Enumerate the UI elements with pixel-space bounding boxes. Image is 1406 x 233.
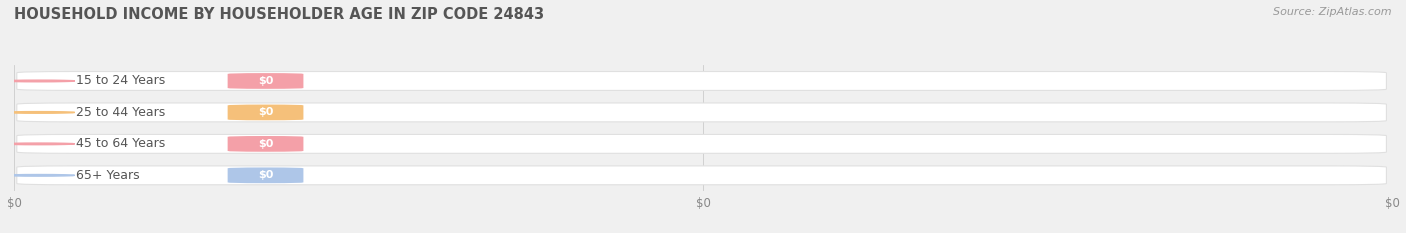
Text: 65+ Years: 65+ Years bbox=[76, 169, 139, 182]
FancyBboxPatch shape bbox=[228, 73, 304, 89]
Text: $0: $0 bbox=[257, 170, 273, 180]
Circle shape bbox=[3, 143, 75, 145]
Circle shape bbox=[3, 175, 75, 176]
Text: HOUSEHOLD INCOME BY HOUSEHOLDER AGE IN ZIP CODE 24843: HOUSEHOLD INCOME BY HOUSEHOLDER AGE IN Z… bbox=[14, 7, 544, 22]
FancyBboxPatch shape bbox=[17, 103, 1386, 122]
Text: $0: $0 bbox=[257, 139, 273, 149]
FancyBboxPatch shape bbox=[17, 72, 1386, 90]
Text: $0: $0 bbox=[257, 107, 273, 117]
Circle shape bbox=[3, 80, 75, 82]
FancyBboxPatch shape bbox=[17, 134, 1386, 153]
FancyBboxPatch shape bbox=[228, 105, 304, 120]
Text: 25 to 44 Years: 25 to 44 Years bbox=[76, 106, 166, 119]
FancyBboxPatch shape bbox=[17, 166, 1386, 185]
Circle shape bbox=[3, 112, 75, 113]
FancyBboxPatch shape bbox=[228, 168, 304, 183]
Text: $0: $0 bbox=[257, 76, 273, 86]
Text: 45 to 64 Years: 45 to 64 Years bbox=[76, 137, 166, 150]
Text: 15 to 24 Years: 15 to 24 Years bbox=[76, 75, 166, 87]
FancyBboxPatch shape bbox=[228, 136, 304, 152]
Text: Source: ZipAtlas.com: Source: ZipAtlas.com bbox=[1274, 7, 1392, 17]
